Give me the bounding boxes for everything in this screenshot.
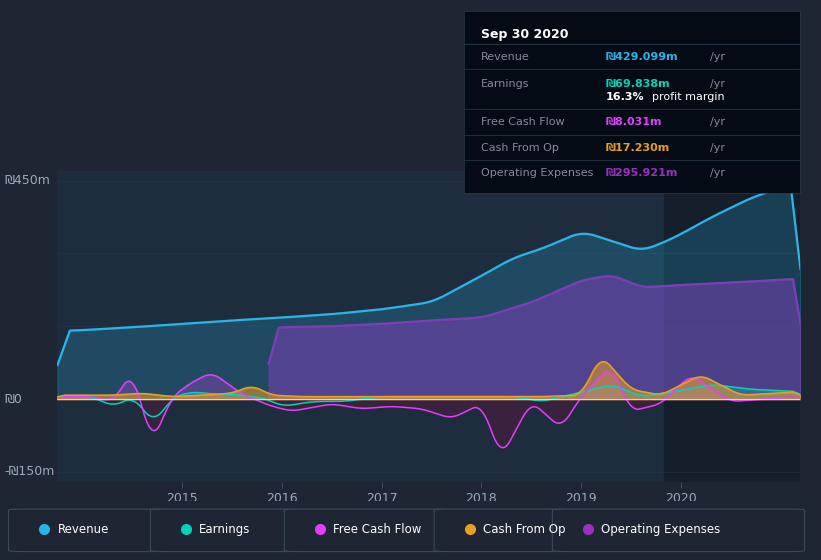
Text: ₪8.031m: ₪8.031m (605, 117, 662, 127)
Text: Operating Expenses: Operating Expenses (601, 522, 721, 536)
Text: Earnings: Earnings (481, 79, 530, 89)
Text: 16.3%: 16.3% (605, 92, 644, 102)
Text: -₪150m: -₪150m (4, 465, 54, 478)
Text: Free Cash Flow: Free Cash Flow (333, 522, 422, 536)
Text: Earnings: Earnings (200, 522, 250, 536)
Bar (664, 171, 800, 482)
Text: Operating Expenses: Operating Expenses (481, 168, 593, 178)
Text: Cash From Op: Cash From Op (481, 143, 558, 153)
Text: ₪0: ₪0 (4, 393, 22, 405)
Text: ₪429.099m: ₪429.099m (605, 52, 678, 62)
Text: ₪17.230m: ₪17.230m (605, 143, 669, 153)
Text: Revenue: Revenue (481, 52, 530, 62)
Text: /yr: /yr (709, 117, 725, 127)
Text: Free Cash Flow: Free Cash Flow (481, 117, 564, 127)
Text: ₪295.921m: ₪295.921m (605, 168, 677, 178)
Text: ₪69.838m: ₪69.838m (605, 79, 670, 89)
Text: Sep 30 2020: Sep 30 2020 (481, 27, 568, 40)
Text: /yr: /yr (709, 143, 725, 153)
Text: /yr: /yr (709, 52, 725, 62)
FancyBboxPatch shape (150, 509, 300, 552)
FancyBboxPatch shape (284, 509, 450, 552)
FancyBboxPatch shape (553, 509, 805, 552)
Text: /yr: /yr (709, 168, 725, 178)
Text: /yr: /yr (709, 79, 725, 89)
FancyBboxPatch shape (8, 509, 166, 552)
Text: ₪450m: ₪450m (4, 174, 50, 187)
Text: profit margin: profit margin (653, 92, 725, 102)
Text: Revenue: Revenue (57, 522, 108, 536)
FancyBboxPatch shape (434, 509, 568, 552)
Text: Cash From Op: Cash From Op (483, 522, 566, 536)
